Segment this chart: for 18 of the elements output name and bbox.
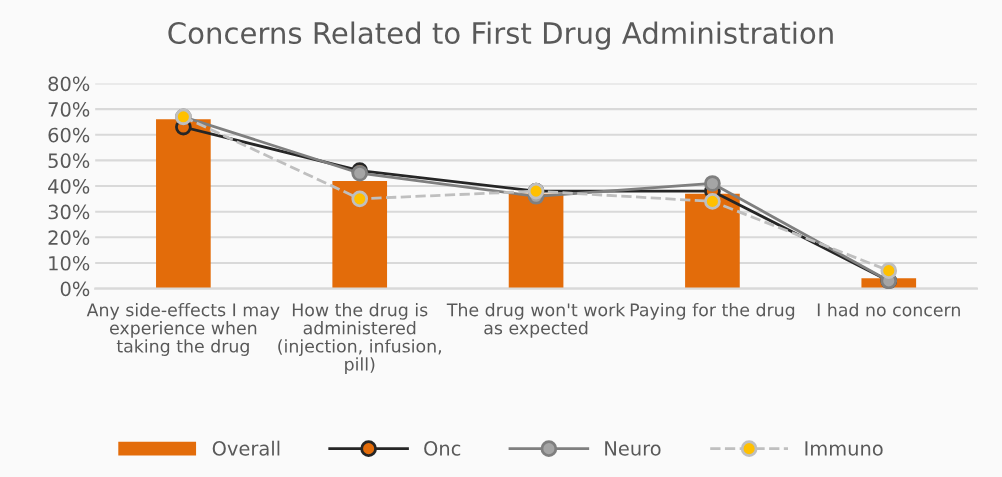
- y-tick-label: 70%: [48, 102, 90, 117]
- chart-title: Concerns Related to First Drug Administration: [168, 21, 833, 50]
- y-tick-label: 30%: [48, 204, 90, 220]
- legend-label: Overall: [212, 440, 280, 456]
- y-tick-label: 20%: [48, 230, 90, 245]
- x-tick-label: How the drug is administered (injection, infusion, pill): [278, 302, 441, 375]
- y-tick-label: 50%: [48, 153, 90, 169]
- y-tick-label: 80%: [48, 76, 90, 92]
- x-tick-label: Paying for the drug: [630, 302, 795, 320]
- y-tick-label: 40%: [48, 178, 90, 194]
- legend-label: Neuro: [605, 441, 661, 456]
- legend-label: Onc: [424, 441, 461, 456]
- legend-label: Immuno: [805, 441, 883, 456]
- y-tick-label: 10%: [49, 255, 90, 271]
- x-tick-label: I had no concern: [817, 302, 960, 317]
- y-tick-label: 60%: [48, 127, 90, 143]
- x-tick-label: The drug won't work as expected: [446, 302, 626, 338]
- y-tick-label: 0%: [60, 281, 90, 297]
